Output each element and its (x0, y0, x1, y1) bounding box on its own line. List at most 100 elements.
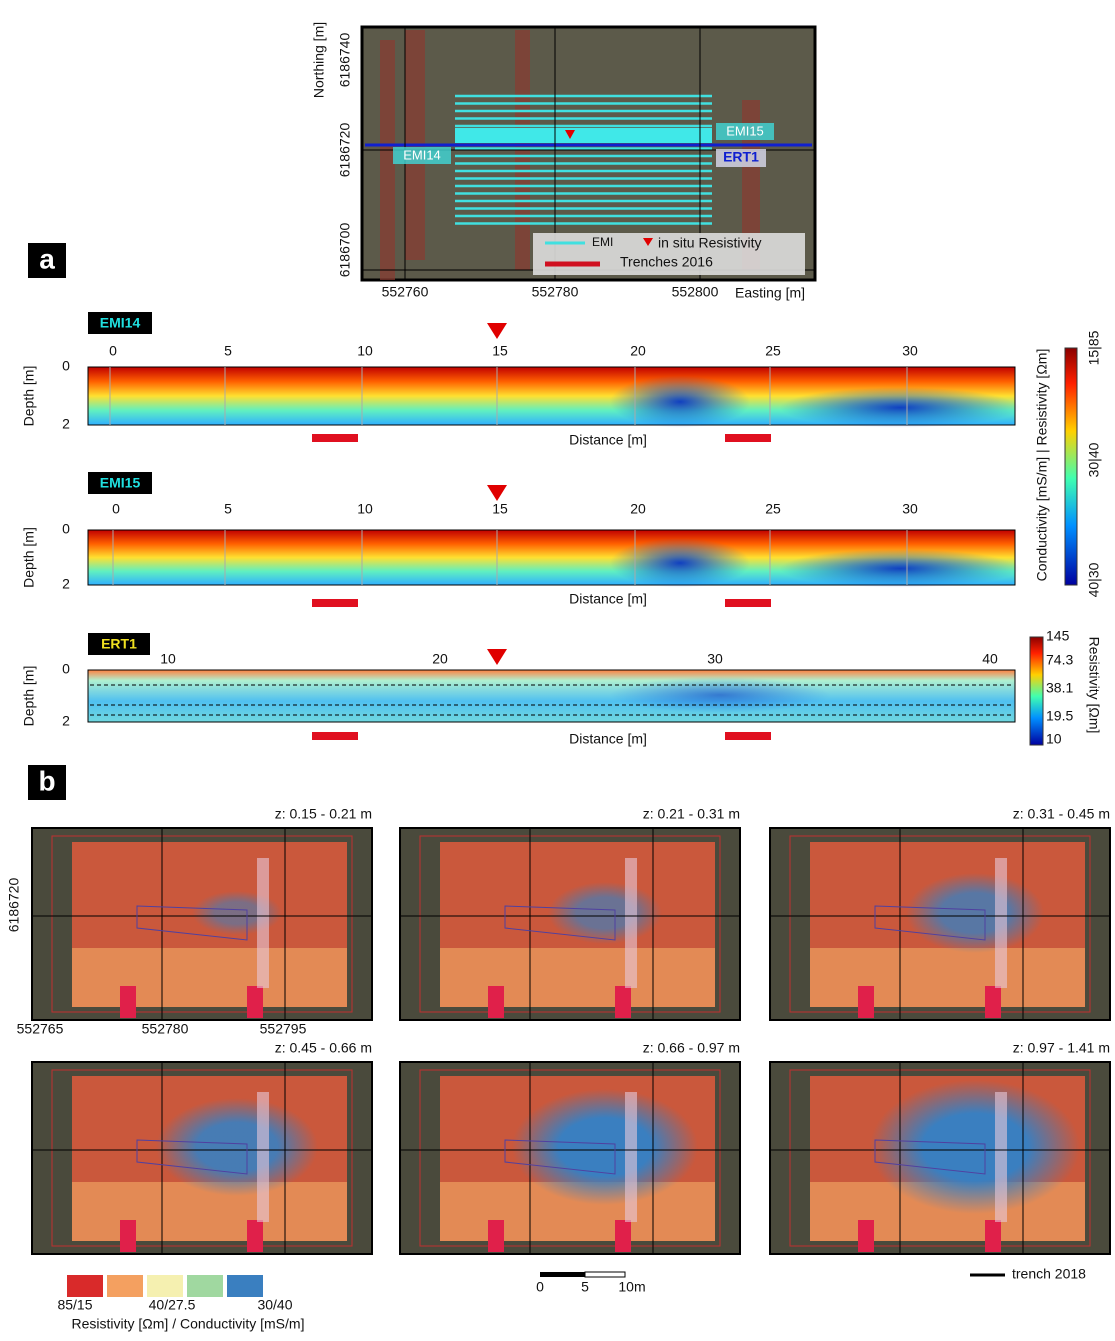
slice-xtick: 552780 (142, 1021, 189, 1037)
map-line-label: ERT1 (723, 149, 759, 165)
profile-ytick: 2 (62, 576, 70, 592)
trench-legend: trench 2018 (1012, 1266, 1086, 1282)
colorbar-tick: 145 (1046, 628, 1070, 644)
marker-triangle (487, 485, 507, 501)
profile-xtick: 15 (492, 343, 508, 359)
profile-xtick: 10 (357, 501, 373, 517)
trench (257, 1092, 269, 1222)
profile-xtick: 10 (160, 651, 176, 667)
legend-label: 30/40 (257, 1297, 292, 1313)
colorbar-tick: 19.5 (1046, 708, 1073, 724)
trench (995, 1092, 1007, 1222)
low-res-zone (610, 376, 750, 428)
trench (247, 986, 263, 1018)
legend-swatch (67, 1275, 103, 1297)
trench-marker (312, 599, 358, 607)
trench (858, 1220, 874, 1252)
colorbar-tick: 38.1 (1046, 680, 1073, 696)
scale-label: 0 (536, 1279, 544, 1295)
map-ytitle: Northing [m] (311, 22, 327, 98)
map-line-label: EMI15 (726, 123, 764, 138)
slice-zone (72, 948, 347, 1007)
profile-xtick: 15 (492, 501, 508, 517)
field-strip (380, 40, 395, 280)
colorbar-tick: 40|30 (1086, 562, 1102, 597)
low-res-zone (610, 677, 830, 713)
profile-xtick: 20 (630, 343, 646, 359)
trench (257, 858, 269, 988)
map-xtick: 552800 (672, 284, 719, 300)
legend-text: in situ Resistivity (658, 235, 761, 251)
panel-label: a (39, 243, 55, 274)
profile-xtick: 5 (224, 343, 232, 359)
trench (995, 858, 1007, 988)
legend-label: 40/27.5 (149, 1297, 196, 1313)
scale-label: 5 (581, 1279, 589, 1295)
slice-zone (440, 948, 715, 1007)
legend-label: 85/15 (57, 1297, 92, 1313)
legend-swatch (147, 1275, 183, 1297)
profile-xtick: 20 (630, 501, 646, 517)
trench (985, 986, 1001, 1018)
profile-xtick: 30 (707, 651, 723, 667)
trench-marker (725, 732, 771, 740)
low-res-zone (610, 538, 750, 588)
slice-depth: z: 0.97 - 1.41 m (1013, 1040, 1110, 1056)
profile-ytick: 2 (62, 416, 70, 432)
marker-triangle (487, 323, 507, 339)
profile-xtick: 40 (982, 651, 998, 667)
legend-swatch (227, 1275, 263, 1297)
profile-name: EMI15 (100, 475, 141, 491)
profile-ytick: 2 (62, 713, 70, 729)
slice-zone (810, 948, 1085, 1007)
legend-text: Trenches 2016 (620, 254, 713, 270)
trench (625, 858, 637, 988)
legend-text: EMI (592, 235, 613, 249)
trench (625, 1092, 637, 1222)
slice-xtick: 552765 (17, 1021, 64, 1037)
colorbar-title: Resistivity [Ωm] (1086, 637, 1102, 734)
map-xtitle: Easting [m] (735, 285, 805, 301)
profile-xtick: 5 (224, 501, 232, 517)
trench (985, 1220, 1001, 1252)
trench (120, 986, 136, 1018)
profile-ytitle: Depth [m] (21, 527, 37, 588)
colorbar-tick: 15|85 (1086, 330, 1102, 365)
slice-depth: z: 0.66 - 0.97 m (643, 1040, 740, 1056)
trench-marker (725, 599, 771, 607)
colorbar-title: Conductivity [mS/m] | Resistivity [Ωm] (1034, 349, 1050, 582)
profile-xtick: 0 (109, 343, 117, 359)
map-xtick: 552780 (532, 284, 579, 300)
low-res-blob (870, 1080, 1080, 1214)
colorbar-ert (1030, 637, 1043, 745)
slice-ytick: 6186720 (6, 878, 22, 933)
profile-ytick: 0 (62, 661, 70, 677)
low-res-zone (780, 549, 1020, 588)
trench (488, 986, 504, 1018)
profile-ytitle: Depth [m] (21, 666, 37, 727)
trench (858, 986, 874, 1018)
profile-xtitle: Distance [m] (569, 591, 647, 607)
legend-title: Resistivity [Ωm] / Conductivity [mS/m] (72, 1316, 305, 1332)
trench (120, 1220, 136, 1252)
low-res-blob (156, 1098, 318, 1196)
slice-depth: z: 0.15 - 0.21 m (275, 806, 372, 822)
trench (615, 1220, 631, 1252)
map-ytick: 6186720 (337, 123, 353, 178)
slice-depth: z: 0.31 - 0.45 m (1013, 806, 1110, 822)
profile-xtick: 30 (902, 343, 918, 359)
slice-depth: z: 0.21 - 0.31 m (643, 806, 740, 822)
map-line-label: EMI14 (403, 147, 441, 162)
trench (615, 986, 631, 1018)
panel-label: b (38, 765, 55, 796)
trench-marker (312, 434, 358, 442)
trench (488, 1220, 504, 1252)
trench-marker (312, 732, 358, 740)
profile-ytick: 0 (62, 358, 70, 374)
scale-bar (540, 1272, 585, 1277)
trench-marker (725, 434, 771, 442)
profile-name: EMI14 (100, 315, 141, 331)
profile-xtick: 25 (765, 501, 781, 517)
profile-xtitle: Distance [m] (569, 731, 647, 747)
emi-band (455, 128, 712, 143)
